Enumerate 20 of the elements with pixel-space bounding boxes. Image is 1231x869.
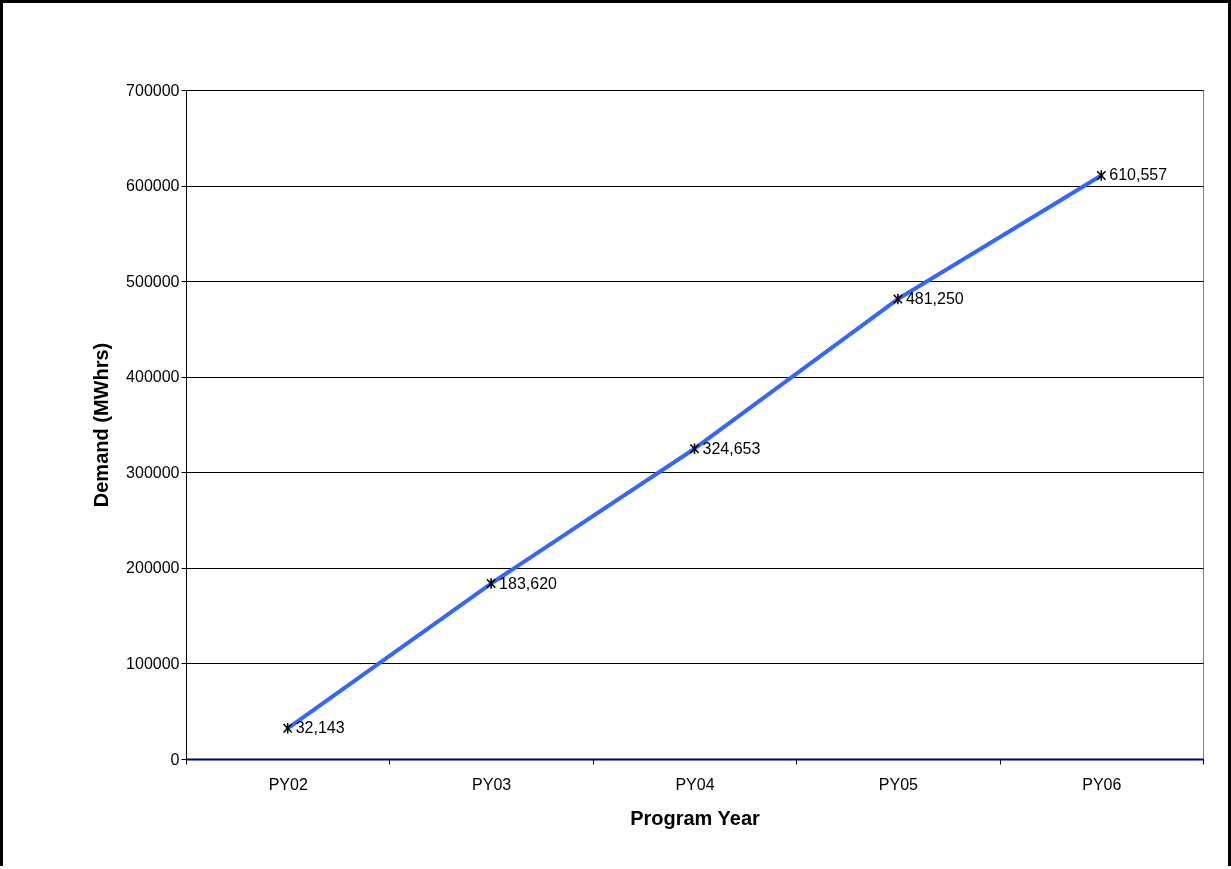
y-tick-label: 700000 xyxy=(126,81,180,99)
text: 183,620 xyxy=(499,574,557,592)
text: 481,250 xyxy=(905,290,964,308)
y-tick-label: 100000 xyxy=(126,654,180,672)
x-tick-label: PY02 xyxy=(268,775,308,793)
y-tick-label: 200000 xyxy=(126,559,180,577)
x-tick-label: PY04 xyxy=(675,775,715,793)
y-axis-title: Demand (MWhrs) xyxy=(90,342,113,508)
x-tick-label: PY06 xyxy=(1082,775,1122,793)
text: 32,143 xyxy=(295,719,345,737)
x-tick-label: PY05 xyxy=(878,775,919,793)
y-tick-label: 400000 xyxy=(126,368,180,386)
y-tick-label: 500000 xyxy=(126,272,180,290)
text: 324,653 xyxy=(702,439,761,457)
text: 610,557 xyxy=(1109,166,1168,184)
y-tick-label: 0 xyxy=(170,750,180,768)
y-tick-label: 300000 xyxy=(126,463,180,481)
x-tick-label: PY03 xyxy=(472,775,512,793)
x-axis-title: Program Year xyxy=(630,806,761,829)
y-tick-label: 600000 xyxy=(126,177,180,195)
